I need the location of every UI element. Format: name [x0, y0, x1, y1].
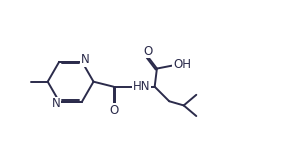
Text: O: O — [143, 45, 153, 58]
Text: HN: HN — [133, 80, 150, 93]
Text: N: N — [80, 53, 89, 66]
Text: OH: OH — [173, 58, 191, 71]
Text: N: N — [52, 97, 61, 110]
Text: O: O — [109, 104, 118, 117]
